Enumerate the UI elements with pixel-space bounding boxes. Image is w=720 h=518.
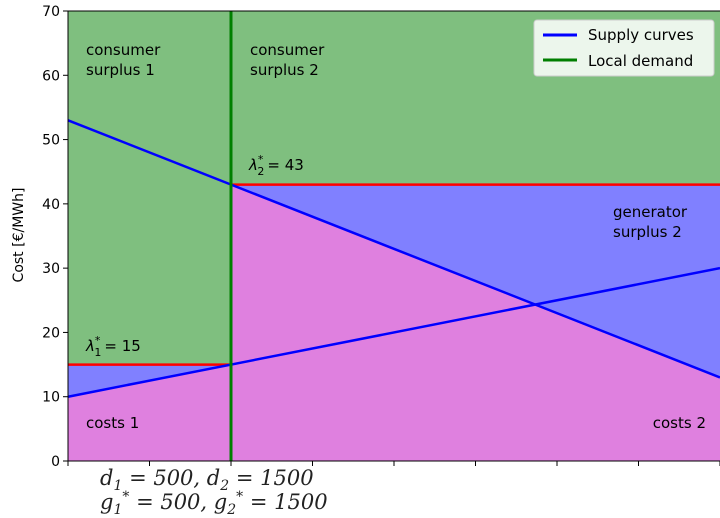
chart-curves [67,11,720,461]
price-label-lambda-2: λ* 2 = 43 [248,153,304,178]
quantity-note-demand: d1 = 500, d2 = 1500 [100,466,314,494]
y-tick-label: 70 [42,4,60,20]
region-label-costs-2: costs 2 [653,414,706,432]
legend-entry-supply-curves: Supply curves [588,26,694,44]
region-label-consumer-surplus-1: surplus 1 [86,61,155,79]
region-label-consumer-surplus-2: consumer [250,41,325,59]
y-tick-label: 30 [42,261,60,277]
region-label-consumer-surplus-1: consumer [86,41,161,59]
chart-axes: 0 10 20 30 40 50 60 70 [42,4,720,470]
legend-entry-local-demand: Local demand [588,52,693,70]
quantity-note-generation: g1* = 500, g2* = 1500 [100,489,328,518]
legend: Supply curves Local demand [533,19,715,77]
y-tick-label: 60 [42,68,60,84]
supply-curve-2 [67,119,720,379]
region-label-generator-surplus-2: generator [613,203,688,221]
y-tick-label: 50 [42,133,60,149]
supply-curve-1 [67,266,720,398]
region-label-generator-surplus-2: surplus 2 [613,223,682,241]
y-axis-label: Cost [€/MWh] [11,188,27,283]
y-tick-label: 40 [42,197,60,213]
price-label-lambda-1: λ* 1 = 15 [85,334,141,359]
region-label-costs-1: costs 1 [86,414,139,432]
y-tick-label: 10 [42,390,60,406]
y-tick-label: 20 [42,325,60,341]
region-label-consumer-surplus-2: surplus 2 [250,61,319,79]
region-costs-2 [231,184,720,462]
legend-box [533,19,715,77]
y-tick-label: 0 [51,454,60,470]
